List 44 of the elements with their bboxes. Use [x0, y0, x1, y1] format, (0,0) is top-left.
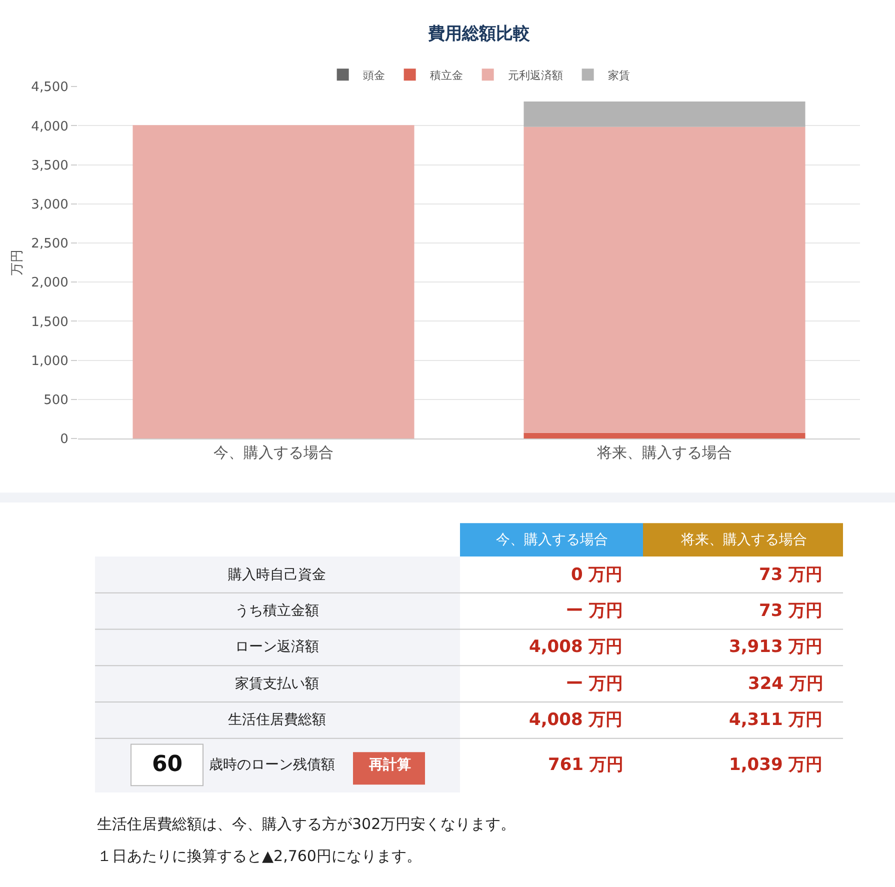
y-tick-label: 2,000 — [31, 276, 68, 291]
y-tick-label: 3,000 — [31, 197, 68, 212]
chart-title: 費用総額比較 — [427, 24, 531, 44]
bar — [132, 125, 414, 439]
text: 0 万円 — [571, 565, 623, 585]
text: 324 万円 — [748, 674, 824, 694]
text: ー 万円 — [566, 601, 623, 621]
text: 73 万円 — [759, 565, 823, 585]
text: 761 万円 — [548, 755, 624, 775]
text: 73 万円 — [759, 601, 823, 621]
y-tick-label: 4,500 — [31, 80, 68, 96]
bar — [524, 101, 806, 127]
legend-label: 家賃 — [608, 68, 630, 82]
text: 今、購入する場合 — [496, 532, 608, 548]
text: 3,913 万円 — [729, 637, 823, 657]
legend-label: 頭金 — [362, 68, 385, 82]
text: 再計算 — [368, 757, 411, 773]
bar — [524, 126, 806, 433]
text: 4,311 万円 — [729, 710, 823, 730]
text: 4,008 万円 — [529, 637, 623, 657]
y-axis-title: 万円 — [10, 250, 26, 276]
text: 家賃支払い額 — [235, 676, 319, 692]
text: 将来、購入する場合 — [680, 532, 807, 548]
text: ローン返済額 — [235, 639, 319, 655]
text: 生活住居費総額は、今、購入する方が302万円安くなります。 — [97, 815, 516, 833]
bar — [524, 432, 806, 439]
y-tick-label: 1,000 — [31, 354, 68, 369]
y-tick-label: 1,500 — [31, 314, 68, 330]
text: 購入時自己資金 — [228, 567, 326, 583]
legend-label: 積立金 — [430, 68, 463, 82]
y-tick-label: 0 — [60, 432, 68, 448]
text: 生活住居費総額 — [228, 712, 326, 728]
legend-label: 元利返済額 — [508, 68, 563, 82]
text: 1,039 万円 — [729, 755, 823, 775]
text: １日あたりに換算すると▲2,760円になります。 — [97, 847, 422, 865]
text: 4,008 万円 — [529, 710, 623, 730]
y-tick-label: 2,500 — [31, 236, 68, 252]
y-tick-label: 3,500 — [31, 158, 68, 174]
text: うち積立金額 — [235, 603, 319, 619]
text: 60 — [152, 752, 183, 777]
text: 歳時のローン残債額 — [209, 757, 335, 773]
text: ー 万円 — [566, 674, 623, 694]
y-tick-label: 4,000 — [31, 119, 68, 134]
y-tick-label: 500 — [44, 393, 68, 408]
